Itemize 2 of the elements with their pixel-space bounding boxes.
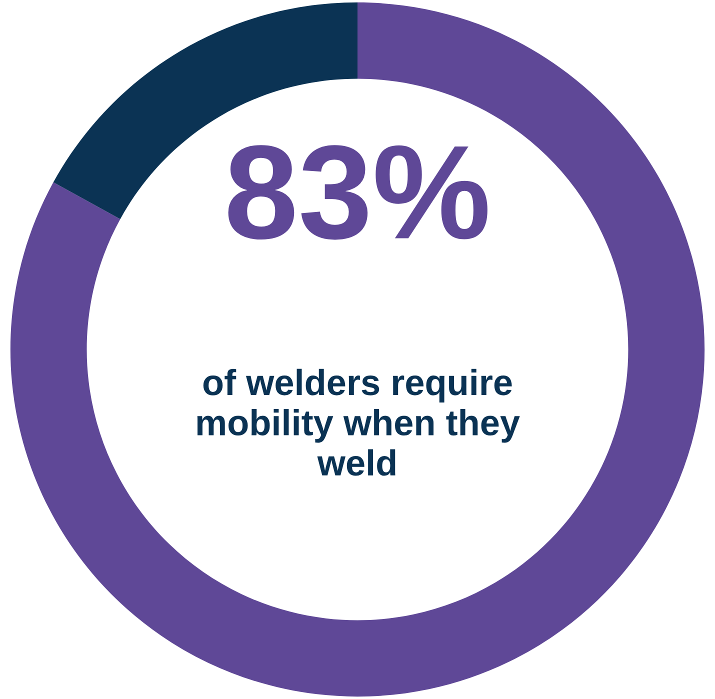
text: of welders require mobility when they weld [197, 368, 520, 476]
data-label: 83% [228, 145, 488, 240]
